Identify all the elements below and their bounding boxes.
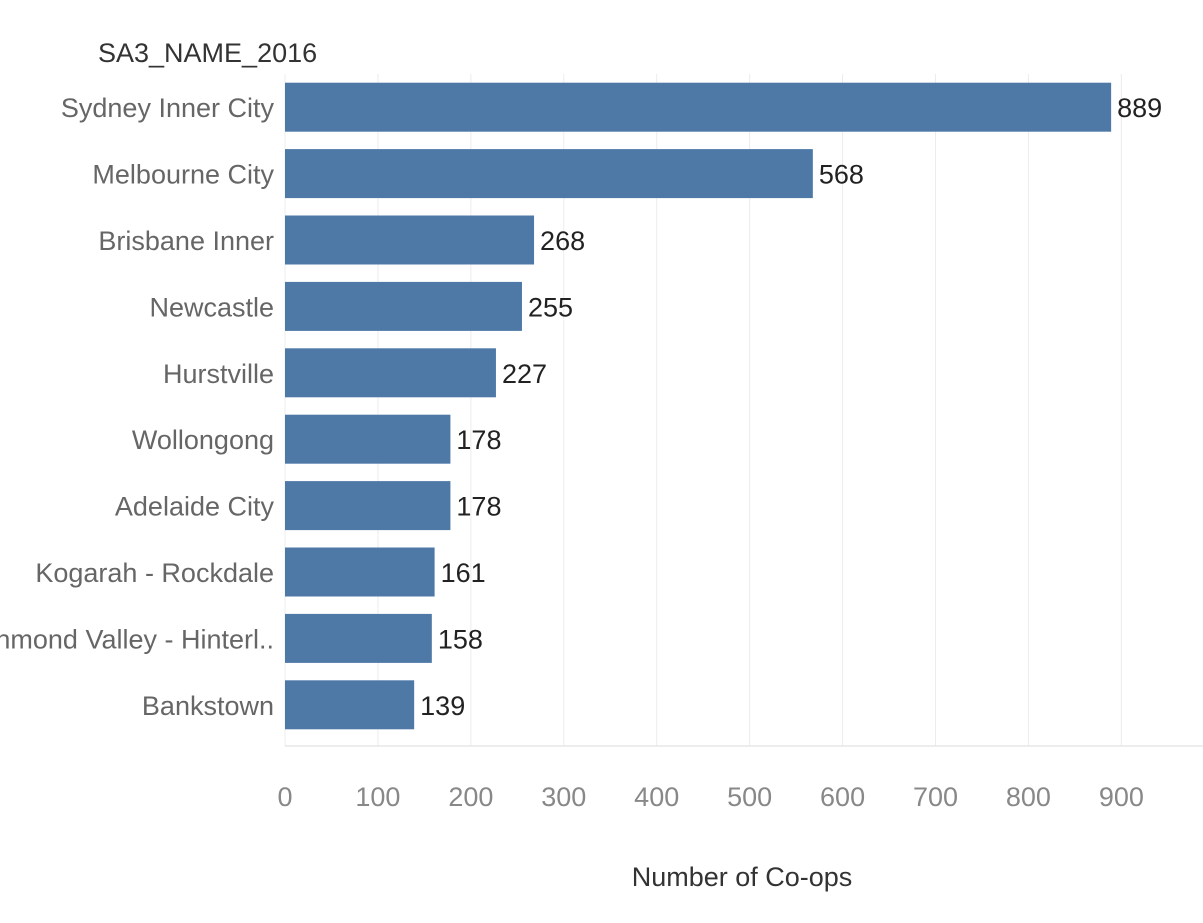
x-tick-label: 500	[727, 782, 772, 812]
category-label: Hurstville	[163, 359, 274, 389]
x-tick-label: 900	[1099, 782, 1144, 812]
category-label: Richmond Valley - Hinterl..	[0, 624, 274, 654]
x-tick-label: 200	[448, 782, 493, 812]
bar[interactable]	[285, 82, 1112, 132]
category-label: Newcastle	[149, 292, 274, 322]
bar[interactable]	[285, 281, 522, 331]
category-labels: Sydney Inner City Melbourne City Brisbane …	[0, 93, 274, 721]
x-tick-label: 600	[820, 782, 865, 812]
row-header-label: SA3_NAME_2016	[98, 38, 317, 68]
data-label: 568	[819, 160, 864, 190]
data-label: 178	[456, 492, 501, 522]
category-label: Adelaide City	[115, 492, 275, 522]
x-axis-title: Number of Co-ops	[632, 862, 853, 892]
bar[interactable]	[285, 149, 813, 199]
data-label: 889	[1117, 93, 1162, 123]
bar[interactable]	[285, 613, 432, 663]
data-label: 161	[441, 558, 486, 588]
x-tick-label: 300	[541, 782, 586, 812]
bar[interactable]	[285, 481, 451, 531]
bar[interactable]	[285, 547, 435, 597]
bar[interactable]	[285, 348, 496, 398]
x-tick-label: 0	[277, 782, 292, 812]
category-label: Bankstown	[142, 691, 274, 721]
data-label: 139	[420, 691, 465, 721]
data-label: 255	[528, 292, 573, 322]
x-tick-label: 400	[634, 782, 679, 812]
x-tick-label: 100	[355, 782, 400, 812]
bar[interactable]	[285, 215, 535, 265]
data-label: 227	[502, 359, 547, 389]
category-label: Kogarah - Rockdale	[35, 558, 274, 588]
bar[interactable]	[285, 414, 451, 464]
bar[interactable]	[285, 680, 415, 730]
category-label: Melbourne City	[92, 160, 274, 190]
data-label: 178	[456, 425, 501, 455]
x-tick-label: 800	[1006, 782, 1051, 812]
bars	[285, 82, 1112, 730]
category-label: Sydney Inner City	[61, 93, 275, 123]
data-label: 268	[540, 226, 585, 256]
category-label: Wollongong	[132, 425, 274, 455]
x-axis-ticks: 0 100 200 300 400 500 600 700 800 900	[277, 782, 1143, 812]
x-tick-label: 700	[913, 782, 958, 812]
category-label: Brisbane Inner	[98, 226, 274, 256]
data-label: 158	[438, 624, 483, 654]
value-labels: 889 568 268 255 227 178 178 161 158 139	[420, 93, 1162, 721]
